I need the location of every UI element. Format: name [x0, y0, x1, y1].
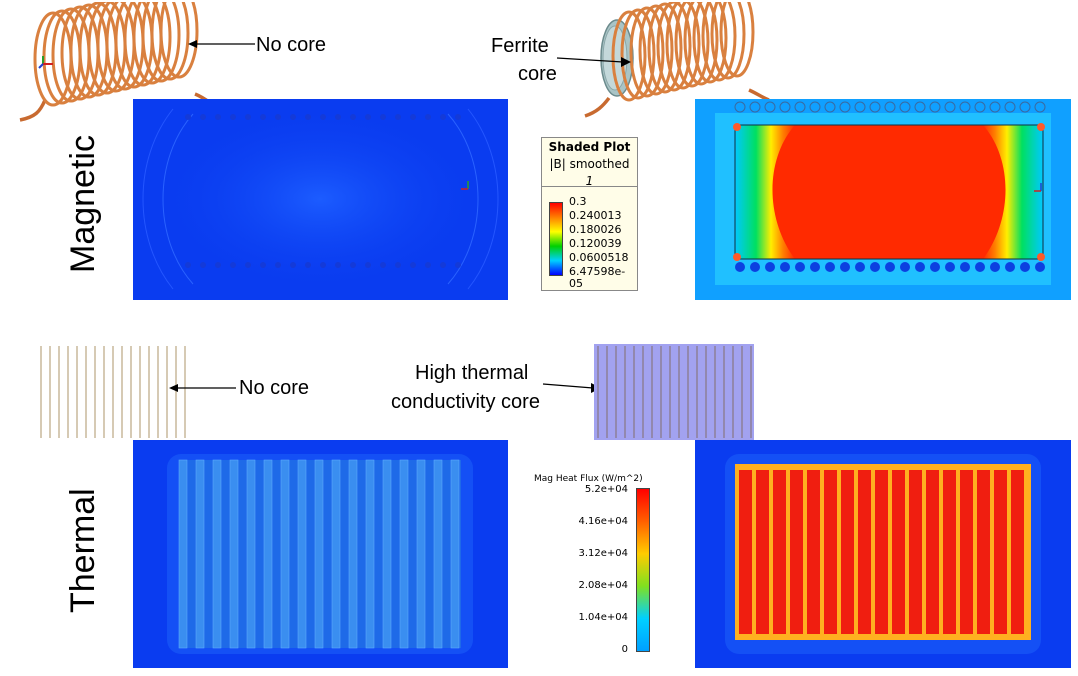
thermal-legend-tick-1: 4.16e+04: [578, 516, 628, 527]
coil-section-with-core-icon: [594, 344, 754, 440]
magnetic-legend-colorbar: [549, 202, 563, 276]
thermal-legend-tick-0: 5.2e+04: [584, 484, 628, 495]
thermal-legend-tick-4: 1.04e+04: [578, 612, 628, 623]
callout-no-core-bottom: No core: [239, 377, 310, 399]
magnetic-legend-tick-5: 6.47598e-05: [569, 265, 626, 290]
magnetic-legend-tick-1: 0.240013: [569, 209, 622, 222]
thermal-heat-flux-plot-no-core-graphic: [167, 454, 473, 654]
thermal-legend-tick-5: 0: [621, 644, 628, 655]
callout-ferrite-core-line2: core: [518, 63, 557, 85]
thermal-legend-tick-3: 2.08e+04: [578, 580, 628, 591]
magnetic-legend-tick-4: 0.0600518: [569, 251, 629, 264]
callout-no-core-top: No core: [256, 34, 327, 56]
magnetic-field-plot-ferrite-core-graphic: [695, 99, 1071, 300]
magnetic-legend-scale-index: 1: [585, 174, 594, 188]
magnetic-legend-tick-2: 0.180026: [569, 223, 622, 236]
thermal-legend-colorbar: [636, 488, 650, 652]
callout-arrow-ferrite-core: [556, 57, 631, 67]
row-label-thermal: Thermal: [64, 488, 102, 613]
thermal-heat-flux-plot-with-core-graphic: [725, 454, 1041, 654]
magnetic-legend-title: Shaded Plot: [548, 140, 631, 154]
coil-no-core-icon: [19, 2, 215, 122]
magnetic-legend-tick-0: 0.3: [569, 195, 587, 208]
callout-high-thermal-line2: conductivity core: [391, 391, 540, 413]
magnetic-field-plot-ferrite-core: [695, 99, 1071, 300]
magnetic-field-plot-no-core: [133, 99, 508, 300]
magnetic-field-plot-no-core-graphic: [142, 104, 499, 294]
thermal-heat-flux-plot-no-core: [133, 440, 508, 668]
magnetic-legend: Shaded Plot |B| smoothed 1 0.3 0.240013 …: [541, 137, 638, 291]
thermal-legend: Mag Heat Flux (W/m^2) 5.2e+04 4.16e+04 3…: [528, 470, 658, 660]
magnetic-legend-subtitle: |B| smoothed: [549, 157, 630, 171]
thermal-heat-flux-plot-with-core: [695, 440, 1071, 668]
magnetic-legend-tick-3: 0.120039: [569, 237, 622, 250]
thermal-legend-tick-2: 3.12e+04: [578, 548, 628, 559]
callout-arrow-no-core-top: [188, 40, 255, 48]
callout-high-thermal-line1: High thermal: [415, 362, 529, 384]
coil-section-no-core-icon: [40, 346, 186, 438]
callout-arrow-no-core-bottom: [169, 384, 236, 392]
thermal-legend-title: Mag Heat Flux (W/m^2): [534, 474, 643, 484]
callout-ferrite-core-line1: Ferrite: [491, 35, 549, 57]
row-label-magnetic: Magnetic: [64, 135, 102, 273]
